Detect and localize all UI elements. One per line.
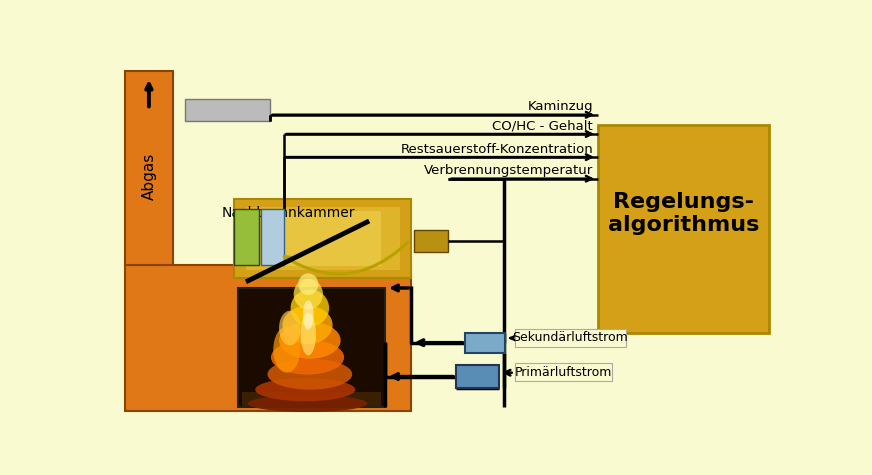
Bar: [235, 200, 412, 278]
Ellipse shape: [298, 274, 318, 295]
Ellipse shape: [248, 395, 367, 412]
Bar: [466, 332, 506, 352]
Ellipse shape: [303, 300, 314, 330]
Ellipse shape: [268, 359, 352, 390]
Bar: [414, 230, 448, 252]
Text: CO/HC - Gehalt: CO/HC - Gehalt: [493, 119, 593, 133]
Text: Kaminzug: Kaminzug: [528, 100, 593, 113]
Text: algorithmus: algorithmus: [608, 215, 759, 235]
Bar: [242, 392, 381, 406]
Ellipse shape: [279, 322, 341, 359]
Bar: [262, 211, 381, 266]
Bar: [598, 125, 769, 332]
Bar: [261, 209, 283, 265]
Bar: [125, 71, 173, 265]
Text: Primärluftstrom: Primärluftstrom: [514, 366, 612, 379]
Ellipse shape: [290, 290, 329, 326]
Bar: [185, 99, 269, 121]
Bar: [456, 365, 500, 388]
Text: Nachbrennkammer: Nachbrennkammer: [221, 206, 355, 220]
Bar: [514, 363, 612, 381]
Bar: [514, 329, 626, 347]
Ellipse shape: [273, 326, 300, 373]
Text: Sekundärluftstrom: Sekundärluftstrom: [513, 331, 629, 344]
Ellipse shape: [294, 279, 323, 310]
Text: Restsauerstoff-Konzentration: Restsauerstoff-Konzentration: [400, 142, 593, 155]
Bar: [125, 265, 412, 411]
Text: Abgas: Abgas: [141, 153, 156, 200]
Text: Regelungs-: Regelungs-: [613, 192, 753, 212]
Ellipse shape: [301, 313, 316, 355]
Bar: [246, 207, 400, 270]
Ellipse shape: [283, 306, 332, 344]
Bar: [235, 209, 259, 265]
Ellipse shape: [271, 340, 344, 375]
Ellipse shape: [279, 311, 301, 345]
Ellipse shape: [255, 378, 355, 401]
Bar: [238, 288, 385, 408]
Text: Verbrennungstemperatur: Verbrennungstemperatur: [424, 164, 593, 177]
